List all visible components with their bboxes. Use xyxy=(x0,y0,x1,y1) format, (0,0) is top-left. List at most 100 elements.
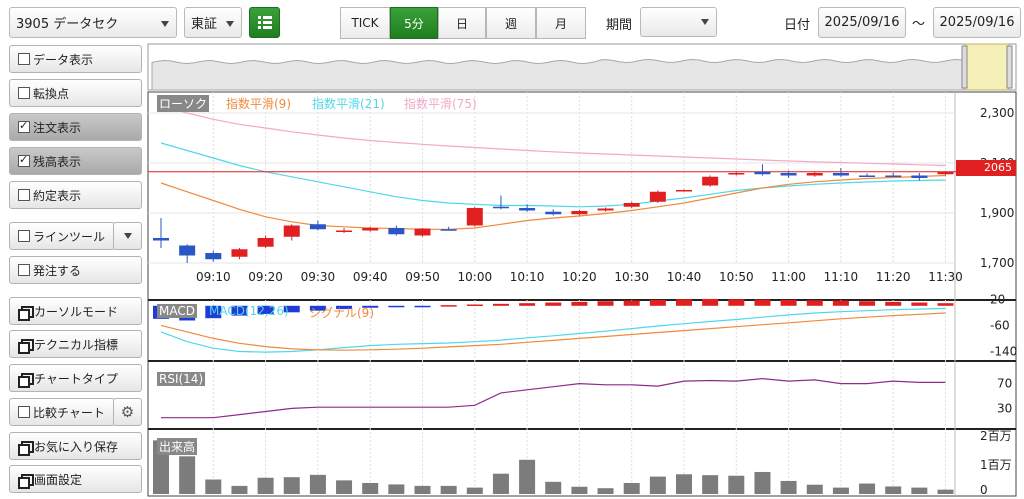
volume-bar xyxy=(519,459,536,494)
data-view-toggle[interactable]: データ表示 xyxy=(9,45,142,73)
date-from-input[interactable]: 2025/09/16 xyxy=(818,7,906,38)
checkbox[interactable] xyxy=(18,87,30,99)
compare-settings-button[interactable]: ⚙ xyxy=(113,398,142,426)
window-icon xyxy=(18,440,34,456)
list-view-button[interactable] xyxy=(249,7,280,38)
line-tool-toggle[interactable]: ラインツール xyxy=(9,222,115,250)
save-favorite-button[interactable]: お気に入り保存 xyxy=(9,432,142,460)
volume-bar xyxy=(911,487,928,494)
checkbox-checked[interactable] xyxy=(18,119,30,133)
rsi-line xyxy=(161,377,946,419)
macd-histogram-bar xyxy=(859,301,876,306)
time-tick-label: 11:00 xyxy=(771,270,806,284)
date-to-input[interactable]: 2025/09/16 xyxy=(933,7,1021,38)
range-navigator[interactable] xyxy=(147,43,1017,91)
macd-histogram-bar xyxy=(832,300,849,306)
macd-line xyxy=(160,307,946,353)
period-tab-1[interactable]: 5分 xyxy=(390,7,438,39)
checkbox[interactable] xyxy=(18,264,30,276)
save-favorite-label: お気に入り保存 xyxy=(34,439,119,454)
candle-body xyxy=(859,175,876,177)
candle-body xyxy=(440,229,457,231)
period-tab-3[interactable]: 週 xyxy=(486,7,536,39)
volume-bar xyxy=(832,487,849,494)
period-tab-2[interactable]: 日 xyxy=(438,7,486,39)
candle-body xyxy=(519,208,536,211)
checkbox[interactable] xyxy=(18,230,30,242)
checkbox[interactable] xyxy=(18,406,30,418)
legend-rsi: RSI(14) xyxy=(157,372,206,386)
candle-body xyxy=(649,191,666,202)
screen-settings-label: 画面設定 xyxy=(34,472,83,487)
volume-bar xyxy=(362,482,379,494)
checkbox[interactable] xyxy=(18,53,30,65)
position-view-toggle[interactable]: 残高表示 xyxy=(9,147,142,175)
cursor-mode-button[interactable]: カーソルモード xyxy=(9,297,142,325)
volume-bar xyxy=(336,480,353,494)
volume-bar xyxy=(283,477,300,494)
range-select[interactable] xyxy=(640,7,717,37)
technical-button[interactable]: テクニカル指標 xyxy=(9,330,142,358)
turn-point-toggle[interactable]: 転換点 xyxy=(9,79,142,107)
execution-view-label: 約定表示 xyxy=(33,188,82,203)
execution-view-toggle[interactable]: 約定表示 xyxy=(9,181,142,209)
macd-histogram-bar xyxy=(388,305,405,308)
time-tick-label: 09:20 xyxy=(248,270,283,284)
candle-body xyxy=(414,228,431,236)
time-tick-label: 10:50 xyxy=(719,270,754,284)
legend-ema75: 指数平滑(75) xyxy=(404,97,477,111)
turn-point-label: 転換点 xyxy=(33,86,70,101)
signal-line xyxy=(160,312,946,351)
macd-tick-label: -140 xyxy=(990,344,1017,358)
symbol-select[interactable]: 3905 データセク xyxy=(9,7,177,38)
volume-bar xyxy=(231,485,248,494)
candle-body xyxy=(806,173,823,176)
candle-body xyxy=(153,238,169,241)
candle-body xyxy=(754,171,771,175)
macd-histogram-bar xyxy=(466,304,483,306)
macd-histogram-bar xyxy=(780,299,797,306)
chevron-down-icon xyxy=(161,21,169,27)
line-tool-dropdown[interactable] xyxy=(113,222,142,250)
rsi-tick-label: 70 xyxy=(997,377,1012,391)
legend-volume: 出来高 xyxy=(157,438,198,455)
checkbox-checked[interactable] xyxy=(18,153,30,167)
volume-bar xyxy=(780,480,797,494)
volume-bar xyxy=(205,479,222,494)
macd-histogram-bar xyxy=(440,305,457,307)
window-icon xyxy=(18,372,34,388)
compare-chart-label: 比較チャート xyxy=(33,405,105,420)
candle-body xyxy=(937,171,954,175)
time-tick-label: 09:50 xyxy=(405,270,440,284)
volume-bar xyxy=(597,488,614,494)
time-tick-label: 09:30 xyxy=(301,270,336,284)
period-tab-0[interactable]: TICK xyxy=(340,7,390,39)
volume-bar xyxy=(309,474,326,494)
symbol-value: 3905 データセク xyxy=(16,17,119,32)
candle-body xyxy=(362,228,379,231)
candle-body xyxy=(179,245,196,256)
candle-body xyxy=(623,203,640,207)
date-label: 日付 xyxy=(784,18,811,33)
time-tick-label: 10:20 xyxy=(562,270,597,284)
chart-type-button[interactable]: チャートタイプ xyxy=(9,364,142,392)
candle-body xyxy=(832,173,849,176)
period-tab-4[interactable]: 月 xyxy=(536,7,586,39)
checkbox[interactable] xyxy=(18,189,30,201)
place-order-toggle[interactable]: 発注する xyxy=(9,256,142,284)
market-value: 東証 xyxy=(191,17,218,32)
window-icon xyxy=(18,305,34,321)
compare-chart-toggle[interactable]: 比較チャート xyxy=(9,398,115,426)
candle-body xyxy=(911,175,928,178)
candle-body xyxy=(676,190,692,192)
market-select[interactable]: 東証 xyxy=(184,7,242,38)
order-view-label: 注文表示 xyxy=(33,120,82,135)
volume-bar xyxy=(649,476,666,494)
screen-settings-button[interactable]: 画面設定 xyxy=(9,465,142,493)
macd-histogram-bar xyxy=(545,302,562,306)
navigator-selection xyxy=(964,43,1010,91)
order-view-toggle[interactable]: 注文表示 xyxy=(9,113,142,141)
rsi-panel: 70 30 xyxy=(161,377,1012,419)
